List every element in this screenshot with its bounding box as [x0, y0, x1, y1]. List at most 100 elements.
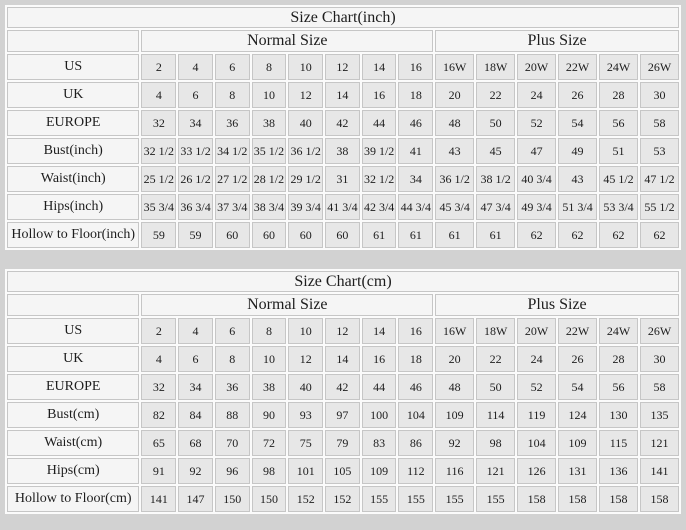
size-value-cell: 121 — [476, 458, 516, 484]
size-value-cell: 55 1/2 — [639, 194, 679, 220]
size-value-cell: 16W — [435, 54, 475, 80]
size-value-cell: 14 — [361, 54, 397, 80]
table-title: Size Chart(inch) — [7, 7, 679, 28]
size-value-cell: 158 — [639, 486, 679, 512]
size-value-cell: 48 — [435, 374, 475, 400]
size-value-cell: 8 — [251, 318, 287, 344]
size-row: Bust(cm) 82 84 88 90 93 97 100 104 109 114 119 124 13… — [7, 402, 679, 428]
size-value-cell: 40 3/4 — [517, 166, 557, 192]
row-label-cell: UK — [7, 346, 140, 372]
size-value-cell: 60 — [325, 222, 360, 248]
size-value-cell: 39 1/2 — [361, 138, 397, 164]
size-value-cell: 16W — [435, 318, 475, 344]
size-value-cell: 40 — [288, 374, 324, 400]
size-value-cell: 32 1/2 — [361, 166, 397, 192]
size-value-cell: 10 — [251, 346, 287, 372]
size-row: Waist(cm) 65 68 70 72 75 79 83 86 92 98 104 109 115 12… — [7, 430, 679, 456]
size-value-cell: 36 3/4 — [178, 194, 213, 220]
size-value-cell: 10 — [251, 82, 287, 108]
size-row: US 2 4 6 8 10 12 14 16 16W 18W 20W 22W 24W 26W — [7, 54, 679, 80]
size-value-cell: 26W — [639, 318, 679, 344]
size-value-cell: 22W — [558, 54, 598, 80]
size-value-cell: 105 — [325, 458, 360, 484]
size-value-cell: 12 — [325, 54, 360, 80]
size-value-cell: 6 — [178, 346, 213, 372]
size-value-cell: 91 — [141, 458, 177, 484]
size-value-cell: 26 — [558, 346, 598, 372]
size-value-cell: 24 — [517, 82, 557, 108]
size-value-cell: 52 — [517, 374, 557, 400]
size-value-cell: 31 — [325, 166, 360, 192]
size-value-cell: 155 — [435, 486, 475, 512]
size-value-cell: 61 — [435, 222, 475, 248]
row-label-cell: Hips(inch) — [7, 194, 140, 220]
size-value-cell: 18W — [476, 54, 516, 80]
size-value-cell: 4 — [178, 318, 213, 344]
size-value-cell: 49 — [558, 138, 598, 164]
size-value-cell: 32 1/2 — [141, 138, 177, 164]
size-value-cell: 141 — [639, 458, 679, 484]
size-value-cell: 34 1/2 — [214, 138, 250, 164]
size-value-cell: 75 — [288, 430, 324, 456]
size-value-cell: 155 — [361, 486, 397, 512]
size-value-cell: 28 1/2 — [251, 166, 287, 192]
size-value-cell: 68 — [178, 430, 213, 456]
size-value-cell: 16 — [361, 346, 397, 372]
size-value-cell: 56 — [599, 374, 638, 400]
size-value-cell: 20 — [435, 82, 475, 108]
row-label-cell: Hollow to Floor(inch) — [7, 222, 140, 248]
size-value-cell: 33 1/2 — [178, 138, 213, 164]
size-value-cell: 22 — [476, 82, 516, 108]
size-value-cell: 54 — [558, 374, 598, 400]
size-value-cell: 6 — [214, 318, 250, 344]
size-value-cell: 14 — [325, 82, 360, 108]
size-value-cell: 61 — [476, 222, 516, 248]
row-label-cell: EUROPE — [7, 110, 140, 136]
size-value-cell: 54 — [558, 110, 598, 136]
row-label-cell: Hips(cm) — [7, 458, 140, 484]
size-value-cell: 126 — [517, 458, 557, 484]
size-row: UK 4 6 8 10 12 14 16 18 20 22 24 26 28 30 — [7, 346, 679, 372]
size-value-cell: 41 3/4 — [325, 194, 360, 220]
table-title-row: Size Chart(inch) — [7, 7, 679, 28]
size-value-cell: 32 — [141, 110, 177, 136]
size-value-cell: 72 — [251, 430, 287, 456]
size-value-cell: 59 — [178, 222, 213, 248]
size-value-cell: 4 — [141, 346, 177, 372]
size-row: EUROPE 32 34 36 38 40 42 44 46 48 50 52 54 56 58 — [7, 110, 679, 136]
size-value-cell: 155 — [398, 486, 434, 512]
size-value-cell: 29 1/2 — [288, 166, 324, 192]
plus-size-header: Plus Size — [435, 30, 679, 52]
size-value-cell: 112 — [398, 458, 434, 484]
size-value-cell: 59 — [141, 222, 177, 248]
size-value-cell: 34 — [178, 110, 213, 136]
size-value-cell: 104 — [398, 402, 434, 428]
size-value-cell: 44 — [361, 110, 397, 136]
size-value-cell: 35 3/4 — [141, 194, 177, 220]
size-value-cell: 131 — [558, 458, 598, 484]
size-value-cell: 42 — [325, 110, 360, 136]
size-value-cell: 115 — [599, 430, 638, 456]
size-value-cell: 130 — [599, 402, 638, 428]
size-value-cell: 158 — [517, 486, 557, 512]
size-value-cell: 50 — [476, 374, 516, 400]
table-title-row: Size Chart(cm) — [7, 271, 679, 292]
size-value-cell: 92 — [178, 458, 213, 484]
size-value-cell: 86 — [398, 430, 434, 456]
size-value-cell: 2 — [141, 54, 177, 80]
size-value-cell: 4 — [178, 54, 213, 80]
size-value-cell: 155 — [476, 486, 516, 512]
size-value-cell: 38 — [251, 374, 287, 400]
size-value-cell: 12 — [325, 318, 360, 344]
size-value-cell: 79 — [325, 430, 360, 456]
size-row: Waist(inch) 25 1/2 26 1/2 27 1/2 28 1/2 29 1/… — [7, 166, 679, 192]
size-value-cell: 8 — [251, 54, 287, 80]
size-value-cell: 56 — [599, 110, 638, 136]
size-value-cell: 98 — [476, 430, 516, 456]
size-value-cell: 104 — [517, 430, 557, 456]
size-value-cell: 84 — [178, 402, 213, 428]
size-value-cell: 47 1/2 — [639, 166, 679, 192]
size-value-cell: 46 — [398, 374, 434, 400]
size-value-cell: 37 3/4 — [214, 194, 250, 220]
size-chart-body: Size Chart(inch) Normal Size Plus Size U… — [7, 7, 679, 248]
